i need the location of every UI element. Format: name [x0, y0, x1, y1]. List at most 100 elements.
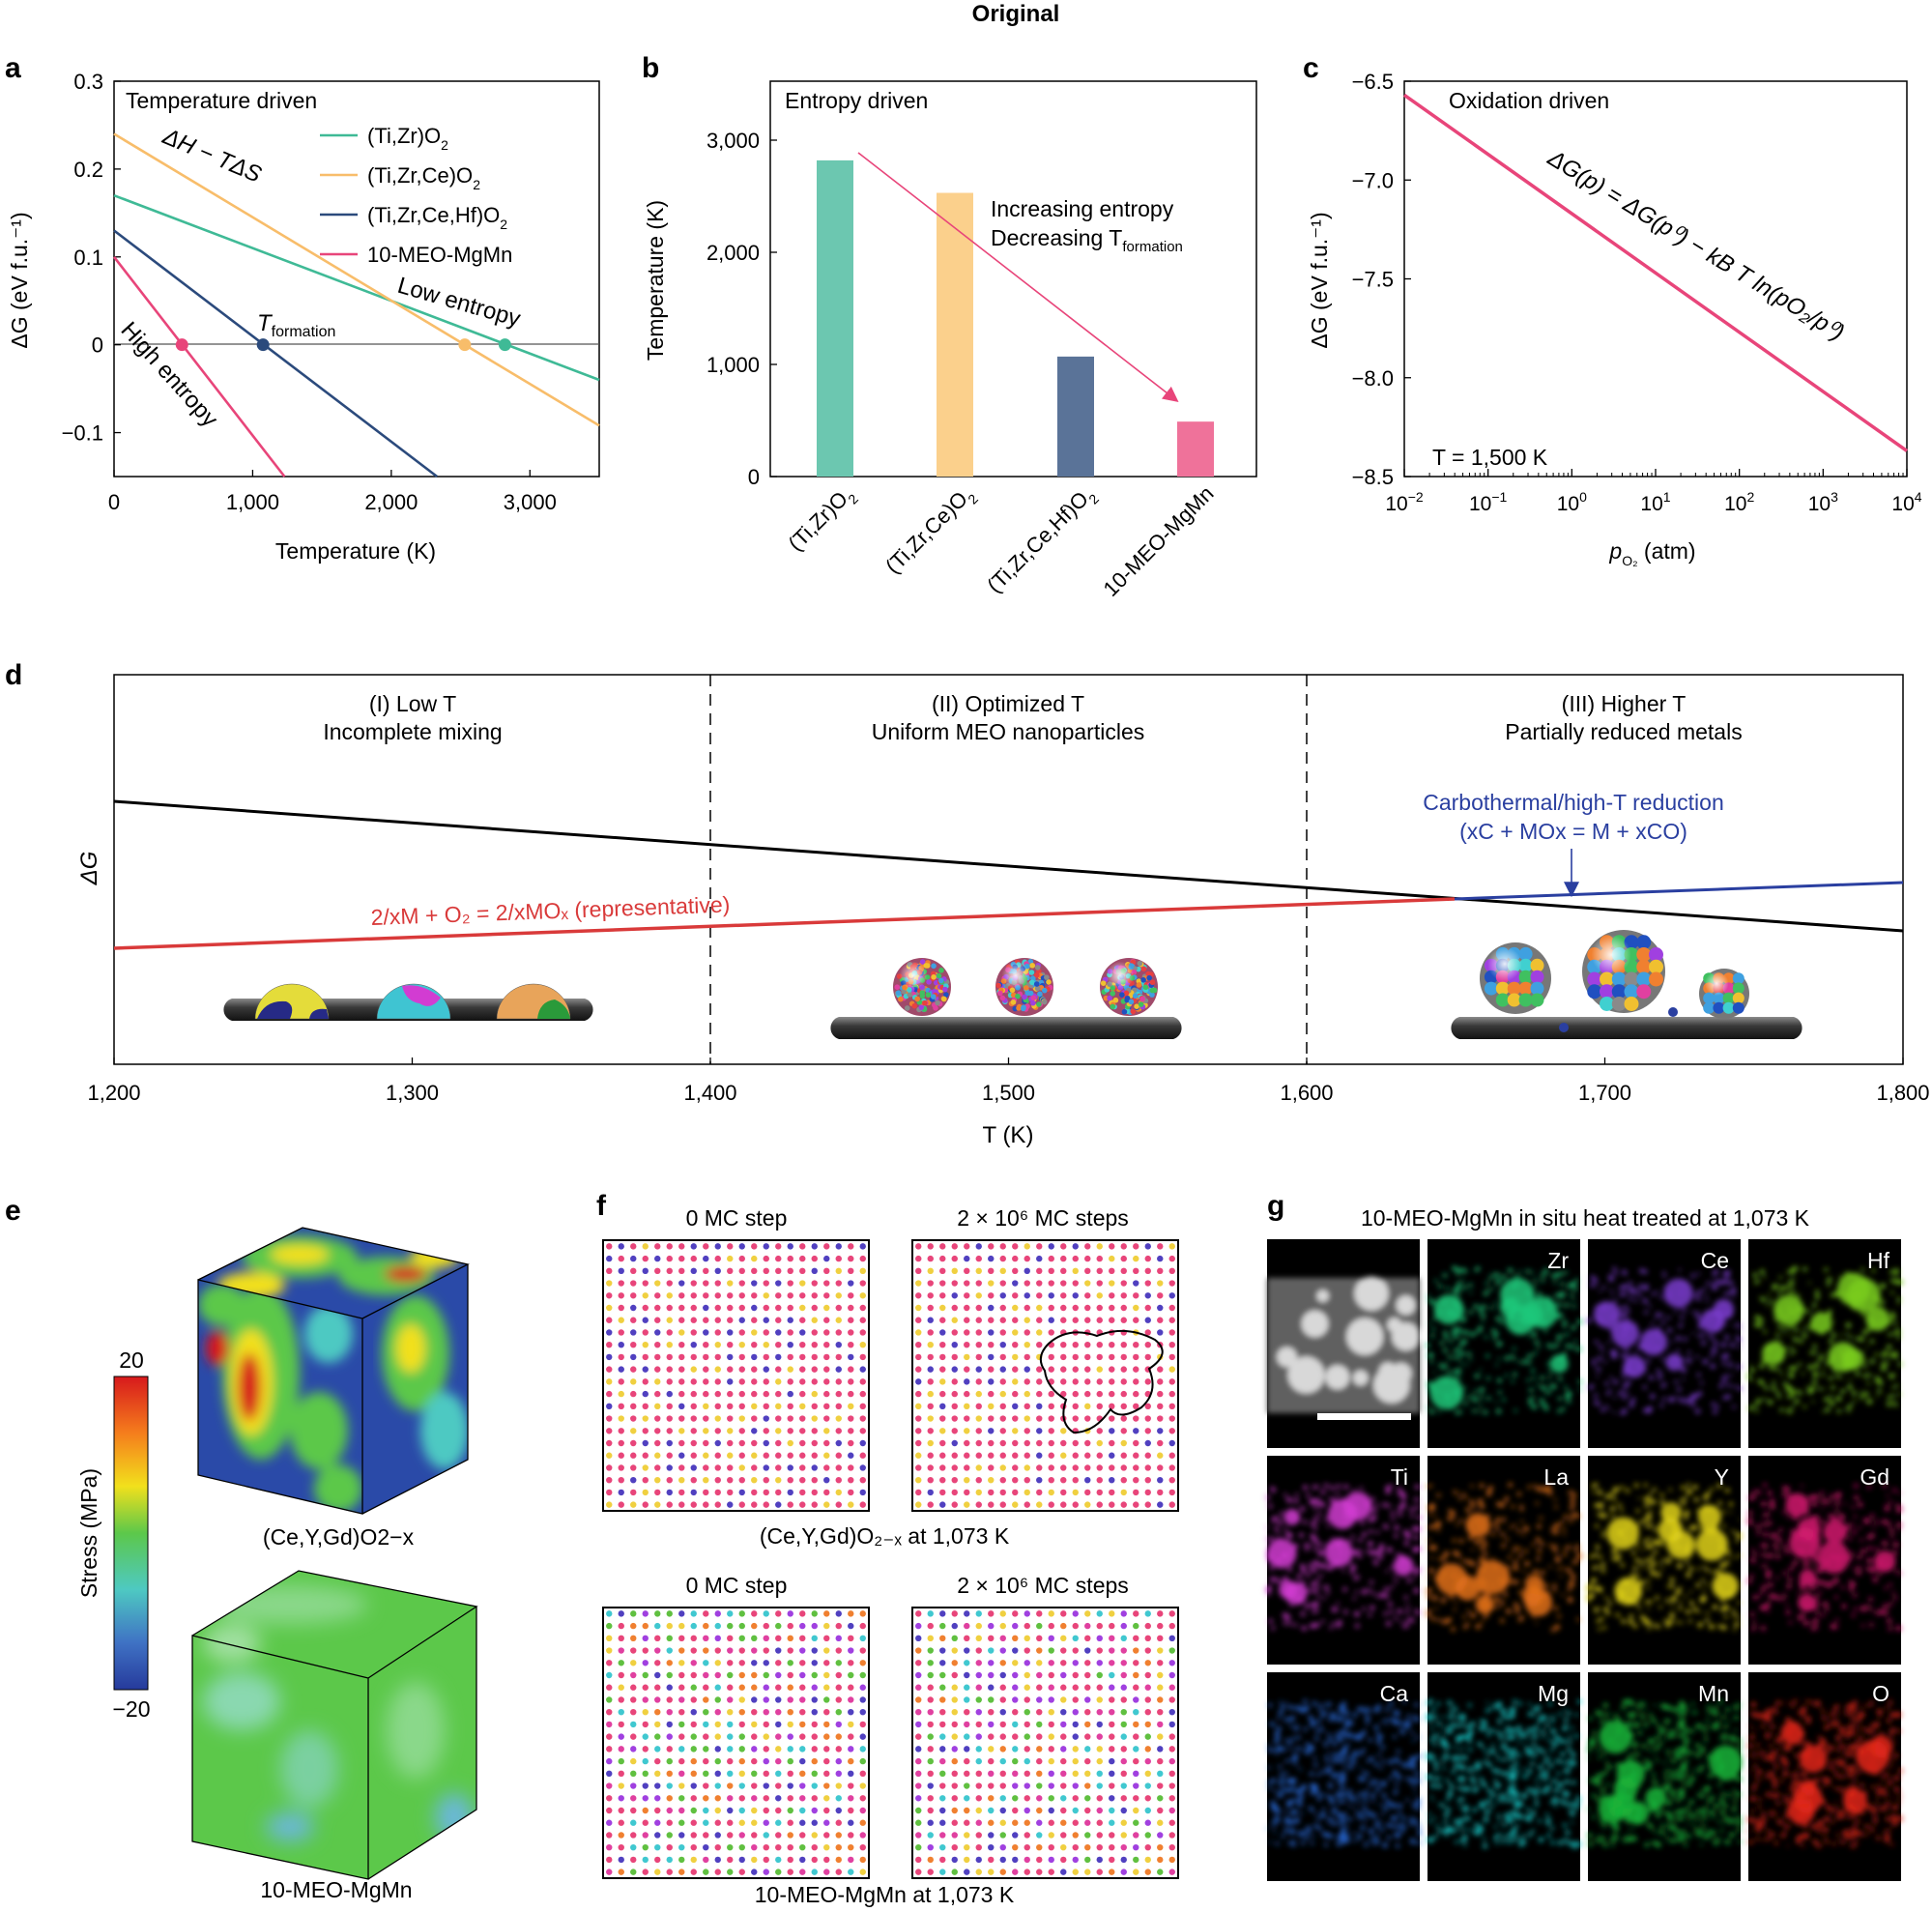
- eds-signal-dot: [1565, 1344, 1570, 1348]
- lattice-site: [642, 1856, 649, 1864]
- lattice-site: [763, 1243, 769, 1250]
- eds-signal-dot: [1594, 1278, 1599, 1284]
- eds-signal-dot: [1513, 1545, 1518, 1550]
- lattice-site: [1084, 1635, 1091, 1642]
- eds-signal-dot: [1564, 1385, 1569, 1390]
- eds-signal-dot: [1651, 1553, 1655, 1556]
- lattice-site: [799, 1819, 806, 1826]
- lattice-site: [927, 1304, 934, 1312]
- lattice-site: [690, 1489, 697, 1496]
- eds-signal-dot: [1532, 1569, 1538, 1575]
- eds-signal-dot: [1771, 1366, 1775, 1371]
- eds-signal-dot: [1703, 1526, 1707, 1531]
- eds-signal-dot: [1436, 1528, 1440, 1532]
- lattice-site: [1109, 1280, 1115, 1287]
- lattice-site: [799, 1267, 806, 1275]
- lattice-site: [975, 1415, 982, 1422]
- lattice-site: [1120, 1635, 1127, 1642]
- eds-signal-dot: [1866, 1381, 1871, 1386]
- lattice-site: [1060, 1267, 1067, 1275]
- lattice-site: [751, 1635, 758, 1642]
- eds-signal-dot: [1782, 1332, 1786, 1336]
- eds-signal-dot: [1771, 1288, 1774, 1290]
- lattice-site: [799, 1770, 806, 1778]
- lattice-site: [1120, 1696, 1127, 1703]
- lattice-site: [1024, 1647, 1030, 1654]
- eds-signal-dot: [1508, 1483, 1512, 1487]
- lattice-site: [751, 1819, 758, 1826]
- lattice-site: [1109, 1489, 1115, 1496]
- eds-signal-dot: [1817, 1602, 1821, 1606]
- eds-signal-dot: [1736, 1614, 1740, 1618]
- eds-signal-dot: [1456, 1272, 1459, 1277]
- lattice-site: [642, 1366, 649, 1373]
- lattice-site: [811, 1428, 818, 1434]
- lattice-site: [1024, 1243, 1030, 1250]
- eds-signal-dot: [1823, 1267, 1829, 1272]
- panel-d-carbo-label-1: Carbothermal/high-T reduction: [1423, 790, 1724, 815]
- lattice-site: [988, 1733, 995, 1740]
- eds-signal-dot: [1434, 1607, 1438, 1610]
- lattice-site: [654, 1390, 661, 1398]
- eds-signal-dot: [1547, 1377, 1551, 1380]
- lattice-site: [751, 1366, 758, 1373]
- eds-signal-dot: [1787, 1577, 1793, 1582]
- eds-signal-dot: [1402, 1505, 1406, 1509]
- lattice-site: [1084, 1795, 1091, 1802]
- eds-signal-dot: [1318, 1585, 1321, 1589]
- lattice-site: [811, 1452, 818, 1459]
- lattice-site: [988, 1403, 995, 1410]
- lattice-site: [738, 1329, 745, 1336]
- panel-d-reduction-line: [113, 799, 1904, 933]
- lattice-site: [799, 1660, 806, 1666]
- lattice-site: [618, 1684, 624, 1691]
- lattice-site: [690, 1832, 697, 1839]
- eds-signal-dot: [1689, 1590, 1692, 1593]
- lattice-site: [988, 1476, 995, 1484]
- lattice-site: [915, 1403, 922, 1410]
- lattice-site: [848, 1856, 854, 1864]
- eds-map-tile: Zr: [1426, 1239, 1583, 1448]
- lattice-site: [1072, 1476, 1079, 1484]
- lattice-site: [775, 1280, 782, 1287]
- y-tick-label: 2,000: [706, 241, 760, 265]
- root-marker: [458, 338, 472, 352]
- lattice-site: [1157, 1452, 1164, 1459]
- eds-signal-dot: [1362, 1588, 1368, 1594]
- eds-signal-dot: [1776, 1395, 1781, 1400]
- eds-signal-dot: [1819, 1590, 1823, 1594]
- eds-signal-dot: [1695, 1314, 1700, 1318]
- lattice-site: [999, 1280, 1006, 1287]
- lattice-site: [999, 1647, 1006, 1654]
- eds-signal-dot: [1884, 1610, 1889, 1616]
- lattice-site: [799, 1696, 806, 1703]
- lattice-site: [606, 1243, 613, 1250]
- lattice-site: [666, 1439, 673, 1447]
- lattice-site: [630, 1292, 637, 1299]
- lattice-site: [787, 1464, 793, 1471]
- eds-signal-dot: [1687, 1618, 1693, 1624]
- eds-signal-dot: [1301, 1568, 1307, 1574]
- eds-signal-dot: [1831, 1623, 1835, 1628]
- eds-signal-dot: [1689, 1403, 1694, 1407]
- eds-signal-dot: [1488, 1275, 1493, 1281]
- lattice-site: [738, 1843, 745, 1851]
- eds-particle: [1475, 1595, 1495, 1614]
- lattice-site: [1024, 1353, 1030, 1361]
- eds-signal-dot: [1453, 1490, 1456, 1492]
- lattice-site: [678, 1489, 685, 1496]
- eds-signal-dot: [1426, 1608, 1430, 1613]
- eds-signal-dot: [1815, 1515, 1820, 1520]
- eds-signal-dot: [1277, 1520, 1283, 1525]
- eds-signal-dot: [1547, 1390, 1552, 1394]
- lattice-site: [927, 1843, 934, 1851]
- eds-signal-dot: [1562, 1527, 1566, 1531]
- eds-signal-dot: [1391, 1517, 1396, 1521]
- eds-signal-dot: [1501, 1520, 1505, 1523]
- eds-signal-dot: [1650, 1499, 1656, 1505]
- lattice-site: [775, 1464, 782, 1471]
- lattice-site: [642, 1757, 649, 1765]
- lattice-site: [927, 1856, 934, 1864]
- lattice-site: [1036, 1292, 1043, 1299]
- lattice-site: [951, 1452, 958, 1459]
